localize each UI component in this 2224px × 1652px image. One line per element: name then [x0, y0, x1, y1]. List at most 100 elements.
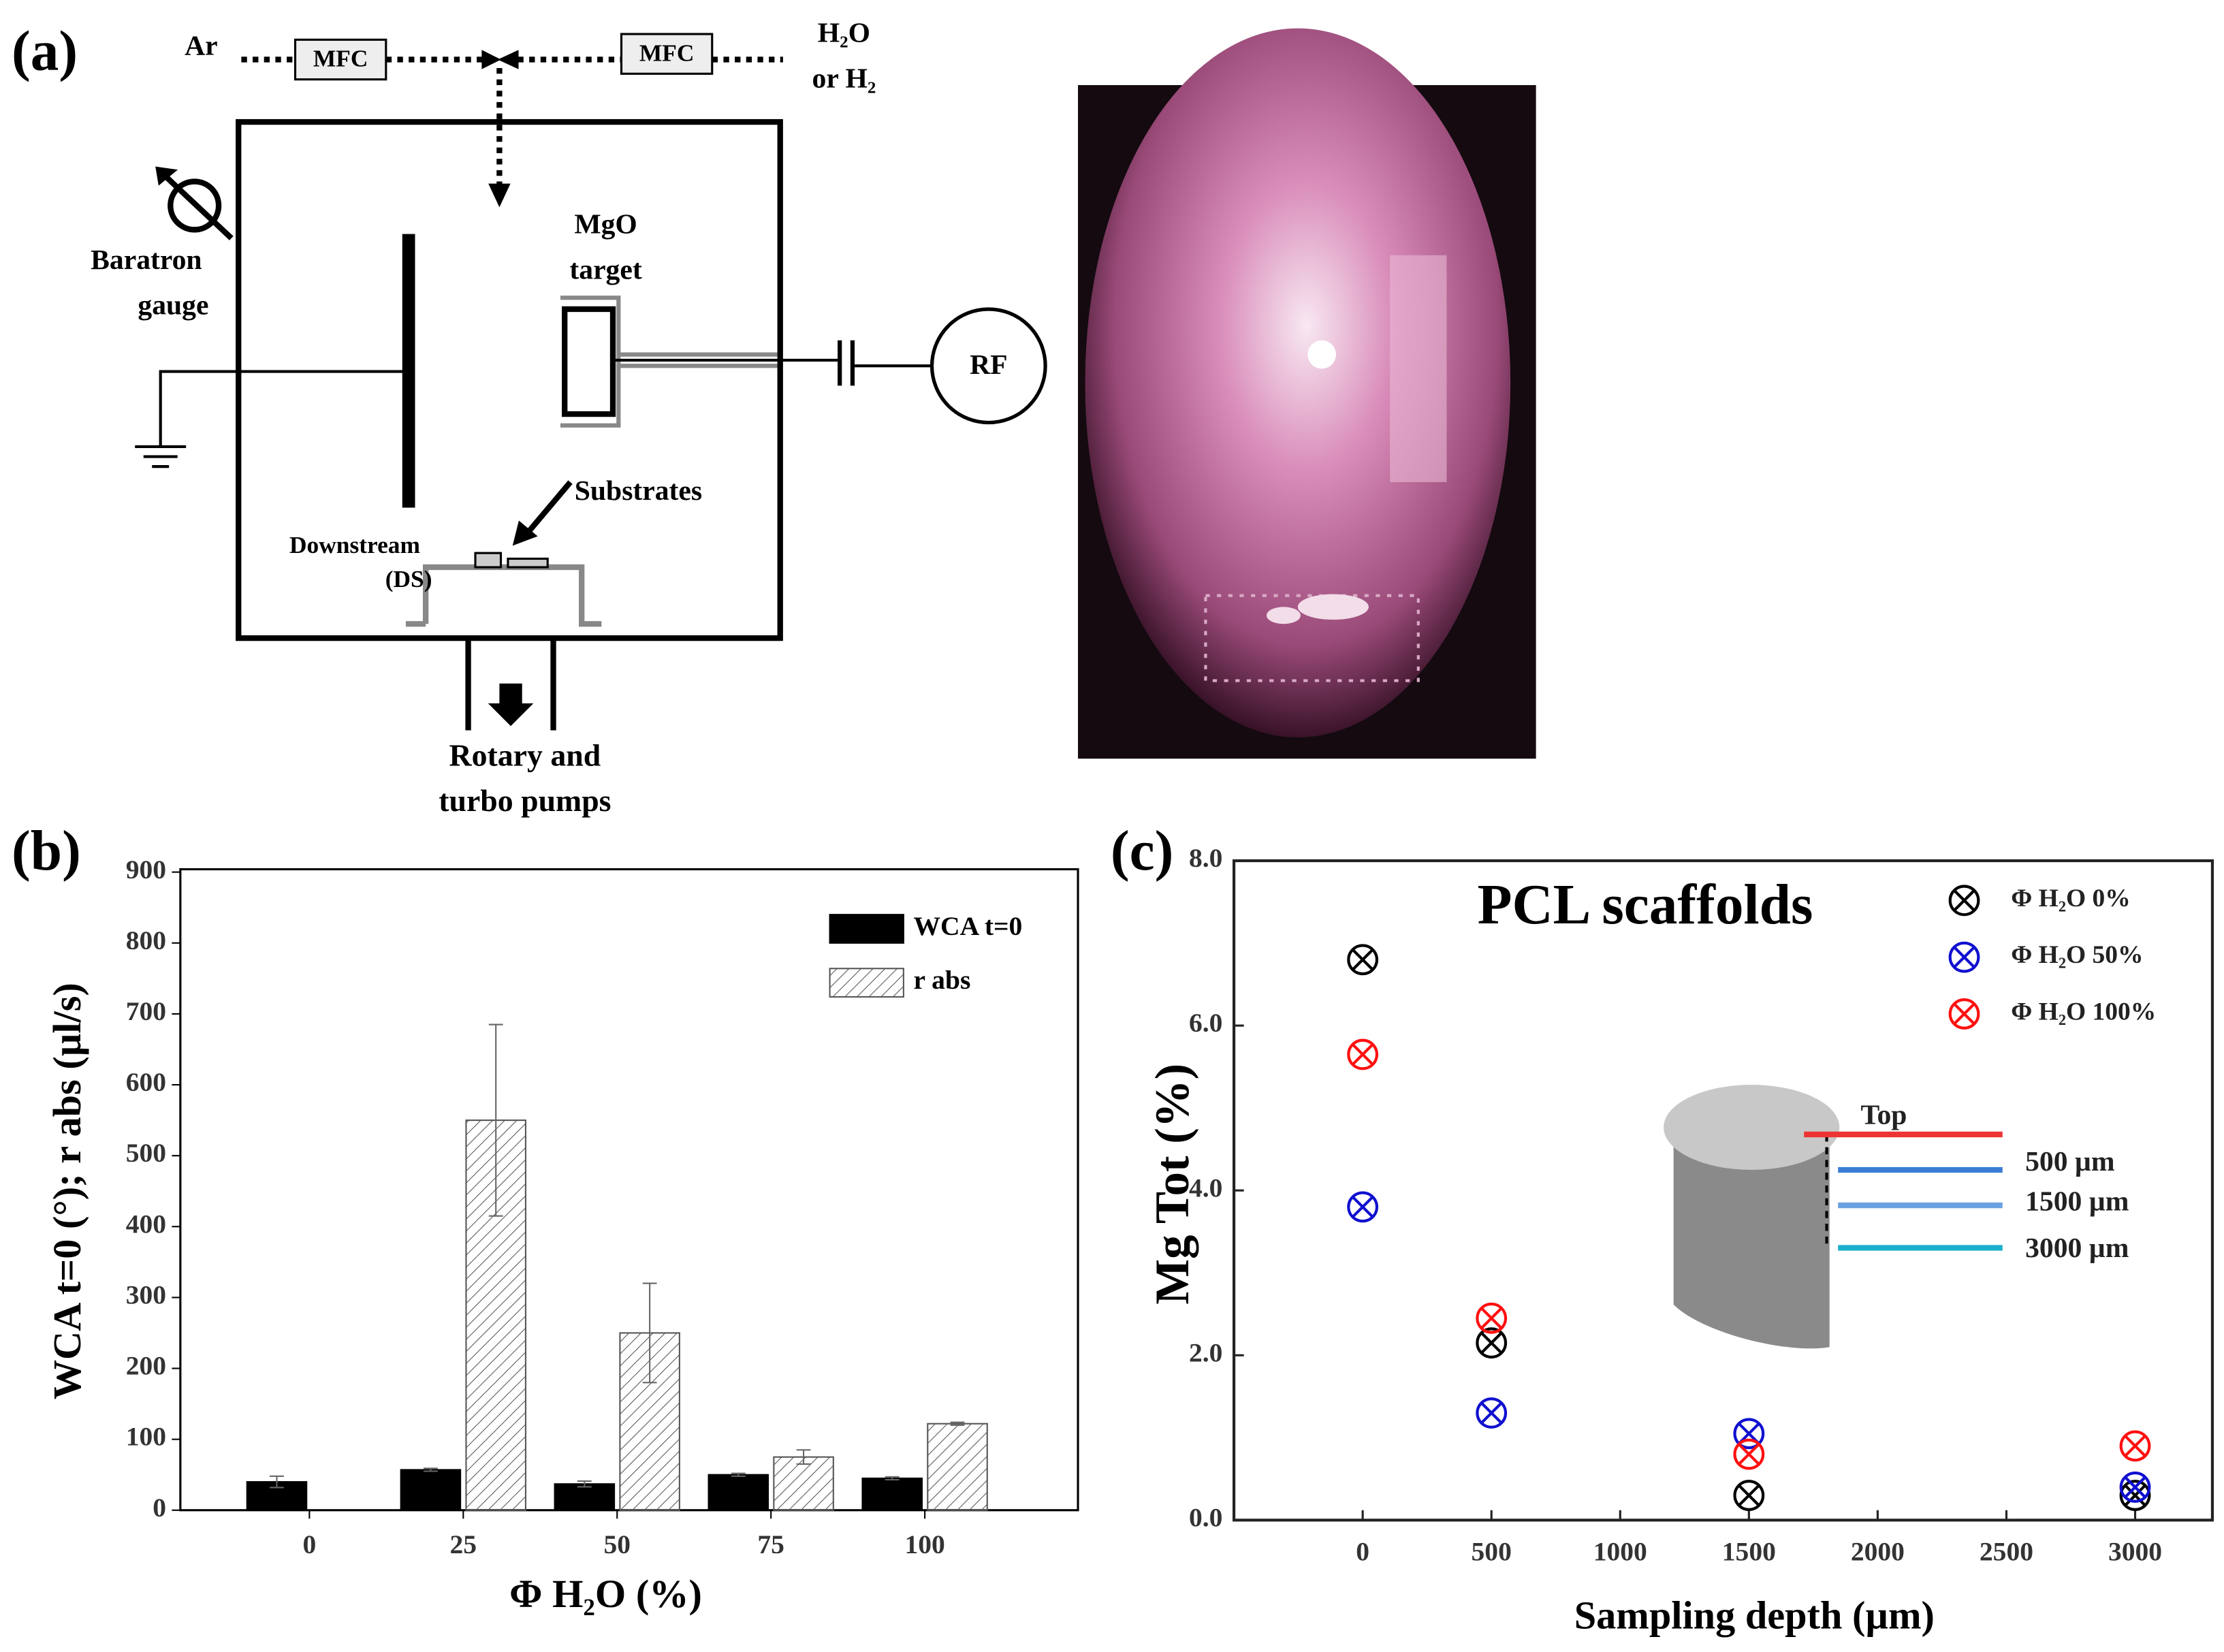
marker-part [1480, 1401, 1503, 1425]
y-axis-label: Mg Tot (%) [1146, 1064, 1199, 1305]
diagram-label: Substrates [575, 475, 702, 507]
x-tick-label: 0 [302, 1529, 316, 1559]
y-tick-label: 100 [126, 1422, 166, 1452]
chart-title: PCL scaffolds [1478, 874, 1813, 936]
diagram-label: MFC [313, 45, 368, 72]
x-tick-label: 3000 [2108, 1536, 2162, 1566]
marker-part [2119, 1480, 2151, 1511]
marker [1347, 1038, 1379, 1070]
y-tick-label: 700 [126, 996, 166, 1026]
x-tick-label: 0 [1356, 1536, 1369, 1566]
marker-part [1953, 946, 1975, 968]
diagram-label: (DS) [385, 565, 432, 592]
diagram-label: Downstream [289, 531, 420, 558]
diagram-label: Rotary and [449, 738, 601, 773]
diagram-label: gauge [138, 289, 208, 321]
error-bar [488, 1023, 503, 1217]
legend-label: Φ H₂O 0% [2011, 885, 2131, 912]
marker-part [2124, 1484, 2146, 1507]
marker-part [1476, 1327, 1508, 1359]
diagram [135, 33, 1047, 731]
x-tick-label: 1500 [1722, 1536, 1776, 1566]
panel-label: (c) [1111, 820, 1173, 883]
y-tick-label: 500 [126, 1138, 166, 1168]
diagram-label: target [569, 254, 641, 285]
bar [773, 1456, 834, 1511]
legend-swatch [829, 968, 904, 998]
error-bar [642, 1282, 657, 1384]
x-tick-label: 25 [450, 1529, 477, 1559]
marker [1733, 1438, 1765, 1470]
legend-swatch [829, 914, 904, 944]
x-tick-label: 100 [904, 1529, 944, 1559]
marker-part [1948, 885, 1980, 917]
marker-part [2119, 1430, 2151, 1462]
error-bar [423, 1467, 438, 1472]
bar [400, 1469, 462, 1511]
error-bar [731, 1472, 746, 1477]
plasma-photo [1078, 28, 1536, 759]
marker-part [2124, 1476, 2146, 1498]
error-bar [577, 1480, 592, 1488]
y-tick-label: 4.0 [1189, 1173, 1222, 1203]
error-bar [796, 1449, 811, 1465]
x-axis-label: Sampling depth (µm) [1574, 1593, 1935, 1637]
y-tick-label: 900 [126, 855, 166, 885]
panel-label: (b) [12, 820, 81, 883]
marker-part [1347, 1038, 1379, 1070]
marker [2119, 1480, 2151, 1511]
marker-part [1352, 949, 1374, 971]
marker-part [1347, 1191, 1379, 1223]
bar [861, 1477, 923, 1511]
x-tick-label: 75 [757, 1529, 784, 1559]
y-tick-label: 300 [126, 1280, 166, 1309]
marker [1347, 944, 1379, 976]
y-tick-label: 8.0 [1189, 843, 1222, 873]
marker-part [1733, 1418, 1765, 1450]
marker [2119, 1430, 2151, 1462]
bar [708, 1474, 769, 1511]
inset-scaffold: Top 500 µm 1500 µm 3000 µm [1664, 1085, 2129, 1349]
y-tick-label: 200 [126, 1351, 166, 1381]
x-axis-label: Φ H₂O (%) [509, 1572, 702, 1616]
x-tick-label: 1000 [1593, 1536, 1647, 1566]
y-tick-label: 600 [126, 1067, 166, 1097]
marker-part [2124, 1435, 2146, 1457]
inset-shape [1664, 1085, 1840, 1170]
diagram-label: MgO [574, 209, 637, 240]
marker [2119, 1472, 2151, 1503]
y-axis-label: WCA t=0 (°); r abs (µl/s) [45, 983, 89, 1399]
marker-part [1733, 1480, 1765, 1511]
annotation: Top [1861, 1099, 1907, 1130]
x-tick-label: 50 [603, 1529, 631, 1559]
y-tick-label: 400 [126, 1209, 166, 1239]
marker-part [2119, 1472, 2151, 1503]
error-bar [885, 1476, 900, 1481]
marker-part [1480, 1332, 1503, 1354]
annotation: 500 µm [2025, 1146, 2115, 1177]
marker-part [1738, 1443, 1760, 1465]
error-bar [950, 1421, 965, 1426]
marker [1347, 1191, 1379, 1223]
marker-part [1738, 1484, 1760, 1507]
x-tick-label: 2500 [1980, 1536, 2033, 1566]
marker-part [1953, 1002, 1975, 1025]
marker [1476, 1327, 1508, 1359]
legend-label: WCA t=0 [913, 911, 1022, 941]
marker-part [1948, 998, 1980, 1030]
y-tick-label: 800 [126, 925, 166, 955]
marker-part [1347, 944, 1379, 976]
marker-part [1948, 941, 1980, 973]
annotation: 3000 µm [2025, 1233, 2129, 1264]
marker-part [1733, 1438, 1765, 1470]
diagram-label: or H₂ [812, 63, 876, 94]
marker [1733, 1480, 1765, 1511]
error-bar [270, 1475, 284, 1489]
y-tick-label: 6.0 [1189, 1008, 1222, 1038]
diagram-label: MFC [639, 39, 695, 66]
legend-marker [1948, 941, 1980, 973]
x-tick-label: 2000 [1851, 1536, 1905, 1566]
marker [1476, 1302, 1508, 1334]
